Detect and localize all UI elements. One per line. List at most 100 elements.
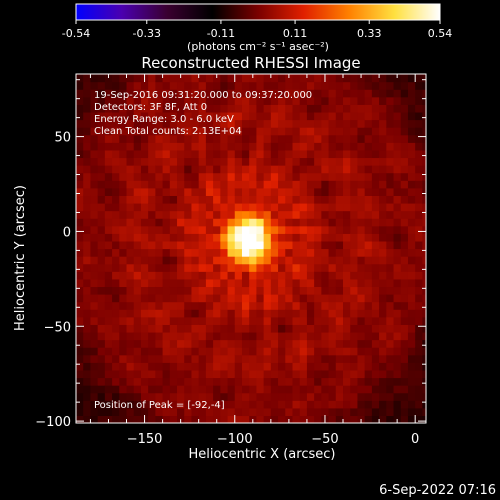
heatmap-cell [357, 202, 366, 212]
heatmap-cell [184, 225, 193, 234]
heatmap-cell [213, 248, 221, 257]
heatmap-cell [169, 149, 178, 159]
heatmap-cell [343, 172, 351, 181]
heatmap-cell [104, 301, 113, 310]
heatmap-cell [249, 377, 258, 386]
heatmap-cell [335, 301, 344, 310]
heatmap-cell [393, 309, 402, 318]
heatmap-cell [306, 354, 315, 363]
heatmap-cell [285, 111, 294, 121]
heatmap-cell [177, 89, 185, 98]
heatmap-cell [119, 195, 128, 204]
heatmap-cell [415, 415, 423, 423]
heatmap-cell [76, 81, 84, 90]
heatmap-cell [400, 210, 409, 219]
heatmap-cell [270, 377, 279, 386]
heatmap-cell [299, 89, 308, 98]
heatmap-cell [241, 180, 250, 189]
heatmap-cell [148, 225, 156, 234]
heatmap-cell [83, 149, 92, 159]
heatmap-cell [371, 385, 380, 394]
heatmap-cell [350, 165, 359, 174]
heatmap-cell [97, 385, 106, 394]
heatmap-cell [393, 119, 402, 128]
heatmap-cell [350, 400, 359, 409]
heatmap-cell [112, 149, 120, 159]
heatmap-cell [83, 134, 92, 143]
heatmap-cell [314, 165, 322, 174]
heatmap-cell [379, 225, 387, 234]
heatmap-cell [148, 286, 156, 295]
heatmap-cell [278, 385, 286, 394]
heatmap-cell [184, 377, 193, 386]
heatmap-cell [379, 347, 387, 356]
heatmap-cell [234, 286, 243, 295]
heatmap-cell [335, 218, 344, 227]
heatmap-cell [191, 96, 200, 105]
heatmap-cell [364, 218, 373, 227]
heatmap-cell [415, 74, 423, 83]
heatmap-cell [263, 187, 272, 196]
heatmap-cell [119, 271, 128, 280]
heatmap-cell [177, 369, 185, 379]
heatmap-cell [400, 362, 409, 371]
heatmap-cell [422, 240, 426, 250]
heatmap-cell [177, 195, 185, 204]
heatmap-cell [256, 195, 265, 204]
heatmap-cell [270, 149, 279, 159]
heatmap-cell [213, 225, 221, 234]
heatmap-cell [393, 111, 402, 121]
heatmap-cell [213, 271, 221, 280]
heatmap-cell [328, 263, 337, 272]
heatmap-cell [198, 195, 207, 204]
heatmap-cell [191, 309, 200, 318]
heatmap-cell [241, 233, 250, 242]
heatmap-cell [76, 271, 84, 280]
heatmap-cell [184, 385, 193, 394]
heatmap-cell [205, 301, 214, 310]
heatmap-cell [343, 339, 351, 348]
heatmap-cell [140, 369, 149, 379]
heatmap-cell [83, 263, 92, 272]
heatmap-cell [350, 354, 359, 363]
heatmap-cell [249, 407, 258, 417]
heatmap-cell [191, 369, 200, 379]
heatmap-cell [306, 74, 315, 83]
heatmap-cell [400, 134, 409, 143]
heatmap-cell [155, 316, 164, 325]
heatmap-cell [191, 354, 200, 363]
heatmap-cell [205, 96, 214, 105]
heatmap-cell [97, 172, 106, 181]
heatmap-cell [191, 172, 200, 181]
heatmap-cell [184, 127, 193, 136]
heatmap-cell [400, 316, 409, 325]
heatmap-cell [148, 309, 156, 318]
heatmap-cell [184, 316, 193, 325]
heatmap-cell [400, 104, 409, 113]
heatmap-cell [285, 210, 294, 219]
heatmap-cell [278, 286, 286, 295]
heatmap-cell [386, 111, 395, 121]
heatmap-cell [140, 339, 149, 348]
heatmap-cell [343, 392, 351, 401]
heatmap-cell [162, 354, 171, 363]
heatmap-cell [415, 309, 423, 318]
heatmap-cell [140, 165, 149, 174]
heatmap-cell [241, 210, 250, 219]
x-axis-label: Heliocentric X (arcsec) [189, 447, 336, 462]
heatmap-cell [314, 172, 322, 181]
heatmap-cell [343, 96, 351, 105]
heatmap-cell [133, 149, 142, 159]
heatmap-cell [393, 142, 402, 151]
heatmap-cell [191, 316, 200, 325]
heatmap-cell [364, 301, 373, 310]
heatmap-cell [169, 96, 178, 105]
heatmap-cell [234, 180, 243, 189]
heatmap-cell [177, 385, 185, 394]
heatmap-cell [263, 385, 272, 394]
heatmap-cell [184, 309, 193, 318]
heatmap-cell [306, 165, 315, 174]
heatmap-cell [364, 309, 373, 318]
heatmap-cell [112, 377, 120, 386]
heatmap-cell [357, 354, 366, 363]
